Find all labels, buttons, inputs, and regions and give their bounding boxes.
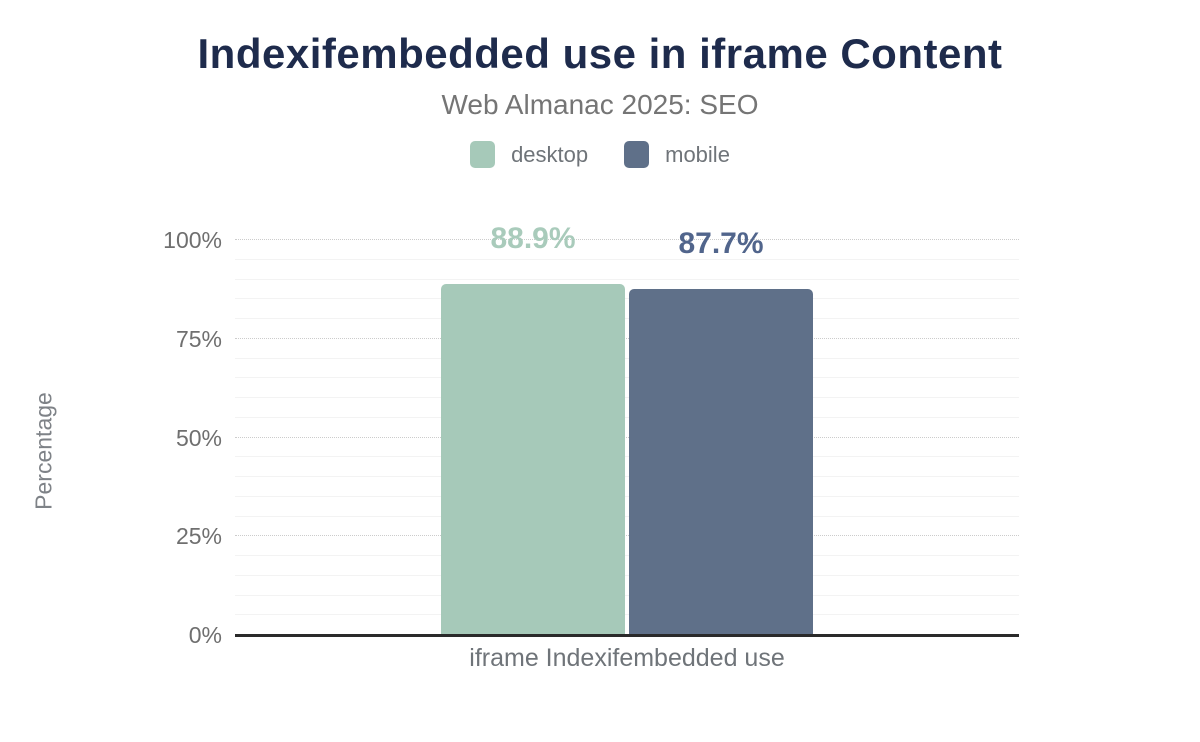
minor-gridline [235,416,1019,418]
bar-mobile[interactable] [629,288,813,635]
legend-label-mobile: mobile [665,141,730,167]
legend-item-mobile[interactable]: mobile [624,141,730,168]
x-axis-line [235,634,1019,637]
legend: desktop mobile [0,141,1200,168]
y-axis-title: Percentage [30,392,57,510]
y-axis-tick-label: 0% [188,622,222,648]
bar-desktop[interactable] [441,283,625,635]
major-gridline [235,337,1019,339]
major-gridline [235,436,1019,438]
bar-value-label-mobile: 87.7% [678,226,764,260]
y-axis-tick-label: 100% [163,227,222,253]
bar-value-label-desktop: 88.9% [490,221,576,255]
y-axis-tick-label: 25% [175,523,222,550]
minor-gridline [235,555,1019,556]
minor-gridline [235,298,1019,300]
minor-gridline [235,377,1019,379]
x-axis-label: iframe Indexifembedded use [469,644,785,672]
minor-gridline [235,476,1019,477]
minor-gridline [235,357,1019,359]
major-gridline [235,239,1019,240]
chart-subtitle: Web Almanac 2025: SEO [441,89,759,120]
legend-item-desktop[interactable]: desktop [470,141,588,168]
legend-label-desktop: desktop [511,141,589,167]
minor-gridline [235,456,1019,458]
major-gridline [235,535,1019,537]
y-axis-tick-label: 50% [175,424,222,451]
minor-gridline [235,594,1019,596]
y-axis-tick-label: 75% [175,325,222,352]
chart-title: Indexifembedded use in iframe Content [197,30,1003,77]
mobile-color-swatch [624,141,650,168]
minor-gridline [235,258,1019,260]
plot-area: 88.9% 87.7% [235,223,1019,635]
desktop-color-swatch [470,141,496,168]
minor-gridline [235,318,1019,319]
minor-gridline [235,515,1019,517]
minor-gridline [235,278,1019,280]
minor-gridline [235,614,1019,616]
minor-gridline [235,397,1019,398]
minor-gridline [235,495,1019,497]
minor-gridline [235,574,1019,576]
